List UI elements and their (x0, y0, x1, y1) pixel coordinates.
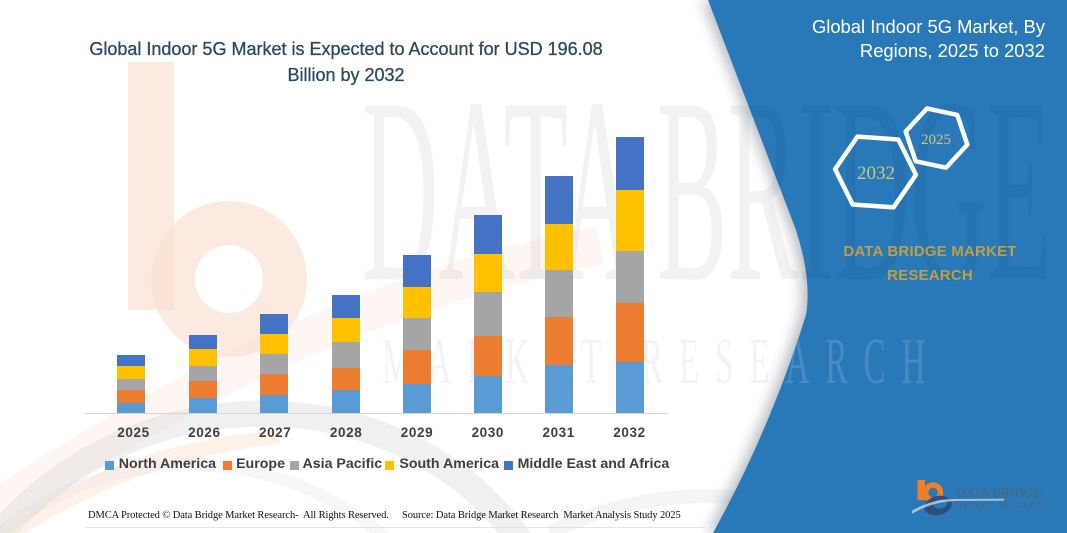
svg-text:2032: 2032 (857, 163, 895, 184)
svg-text:2025: 2025 (921, 132, 951, 148)
svg-text:DATA BRIDGE: DATA BRIDGE (956, 485, 1042, 500)
svg-text:MARKET RESEARCH: MARKET RESEARCH (956, 503, 1049, 510)
